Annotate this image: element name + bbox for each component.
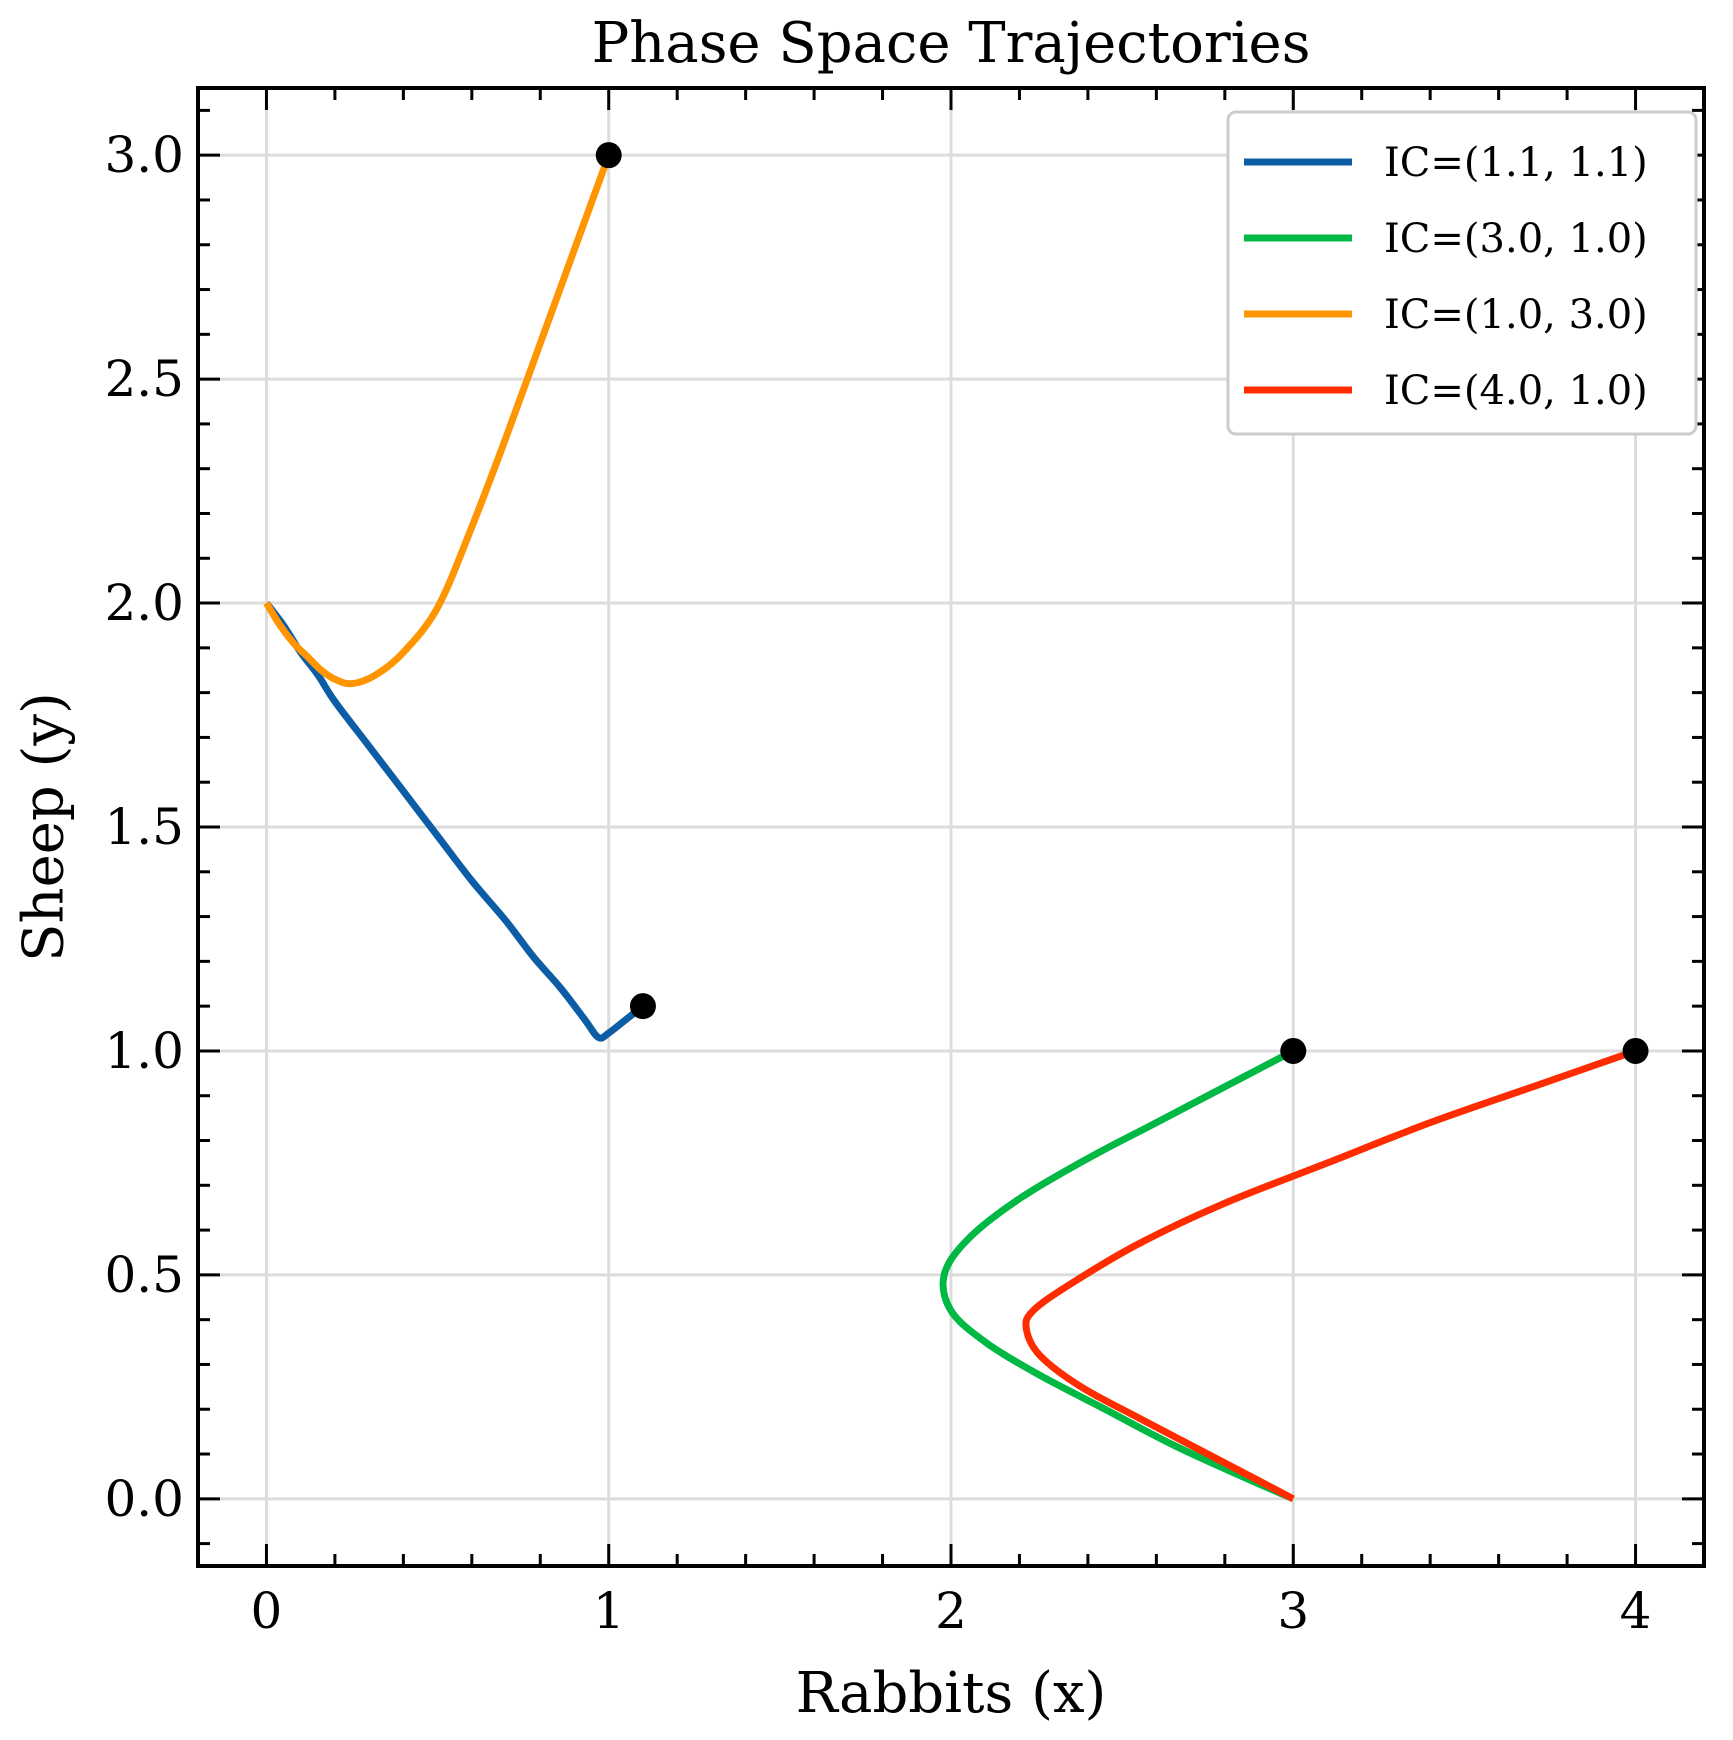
x-tick-label: 2	[935, 1582, 967, 1640]
legend-label: IC=(1.1, 1.1)	[1384, 140, 1648, 186]
series-line-4	[1022, 1047, 1637, 1502]
legend-box	[1226, 110, 1698, 436]
x-tick-label: 0	[251, 1582, 283, 1640]
y-tick-label: 0.0	[104, 1470, 184, 1528]
start-point-marker-1	[629, 993, 656, 1020]
axis-ticks	[196, 88, 1706, 1566]
x-tick-label: 3	[1277, 1582, 1309, 1640]
legend-label: IC=(4.0, 1.0)	[1384, 368, 1648, 414]
y-tick-label: 3.0	[104, 126, 184, 184]
x-tick-label: 1	[593, 1582, 625, 1640]
x-tick-label: 4	[1620, 1582, 1652, 1640]
legend: IC=(1.1, 1.1) IC=(3.0, 1.0) IC=(1.0, 3.0) I…	[1226, 110, 1698, 436]
y-tick-label: 2.5	[104, 350, 184, 408]
start-point-marker-3	[595, 142, 622, 169]
grid	[198, 88, 1704, 1566]
y-tick-label: 0.5	[104, 1246, 184, 1304]
start-point-marker-2	[1280, 1037, 1307, 1064]
series-line-2	[939, 1047, 1295, 1503]
y-axis-label: Sheep (y)	[12, 692, 77, 962]
y-tick-label: 1.0	[104, 1022, 184, 1080]
y-tick-label: 2.0	[104, 574, 184, 632]
series-line-3	[263, 153, 613, 688]
y-tick-label: 1.5	[104, 798, 184, 856]
legend-label: IC=(1.0, 3.0)	[1384, 292, 1648, 338]
x-axis-label: Rabbits (x)	[796, 1661, 1107, 1726]
chart-title: Phase Space Trajectories	[592, 11, 1311, 76]
series-line-1	[263, 600, 646, 1042]
start-point-marker-4	[1622, 1037, 1649, 1064]
series-lines	[263, 153, 1637, 1503]
legend-label: IC=(3.0, 1.0)	[1384, 216, 1648, 262]
legend-items: IC=(1.1, 1.1) IC=(3.0, 1.0) IC=(1.0, 3.0) I…	[1244, 140, 1648, 414]
start-markers	[595, 142, 1649, 1064]
tick-labels: 0 1 2 3 4 0.0 0.5 1.0 1.5 2.0 2.5 3.0	[104, 126, 1651, 1640]
